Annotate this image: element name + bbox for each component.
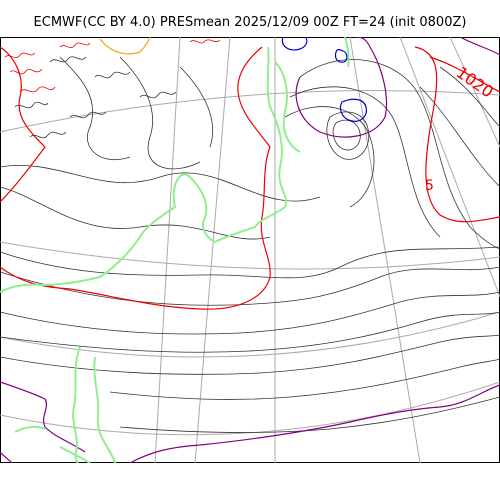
isobar-1020 [0,46,500,310]
low-pressure-contours [281,37,367,122]
graticule [0,37,500,463]
map-title: ECMWF(CC BY 4.0) PRESmean 2025/12/09 00Z… [33,15,467,30]
isobars [0,56,500,434]
terrain-contours [4,39,221,139]
coastline [0,37,350,463]
map-frame: 1020 5 [0,37,500,463]
orange-contour [99,37,151,55]
contour-label-5: 5 [425,178,434,194]
map-border [0,37,500,463]
high-pressure-contours [0,37,500,463]
